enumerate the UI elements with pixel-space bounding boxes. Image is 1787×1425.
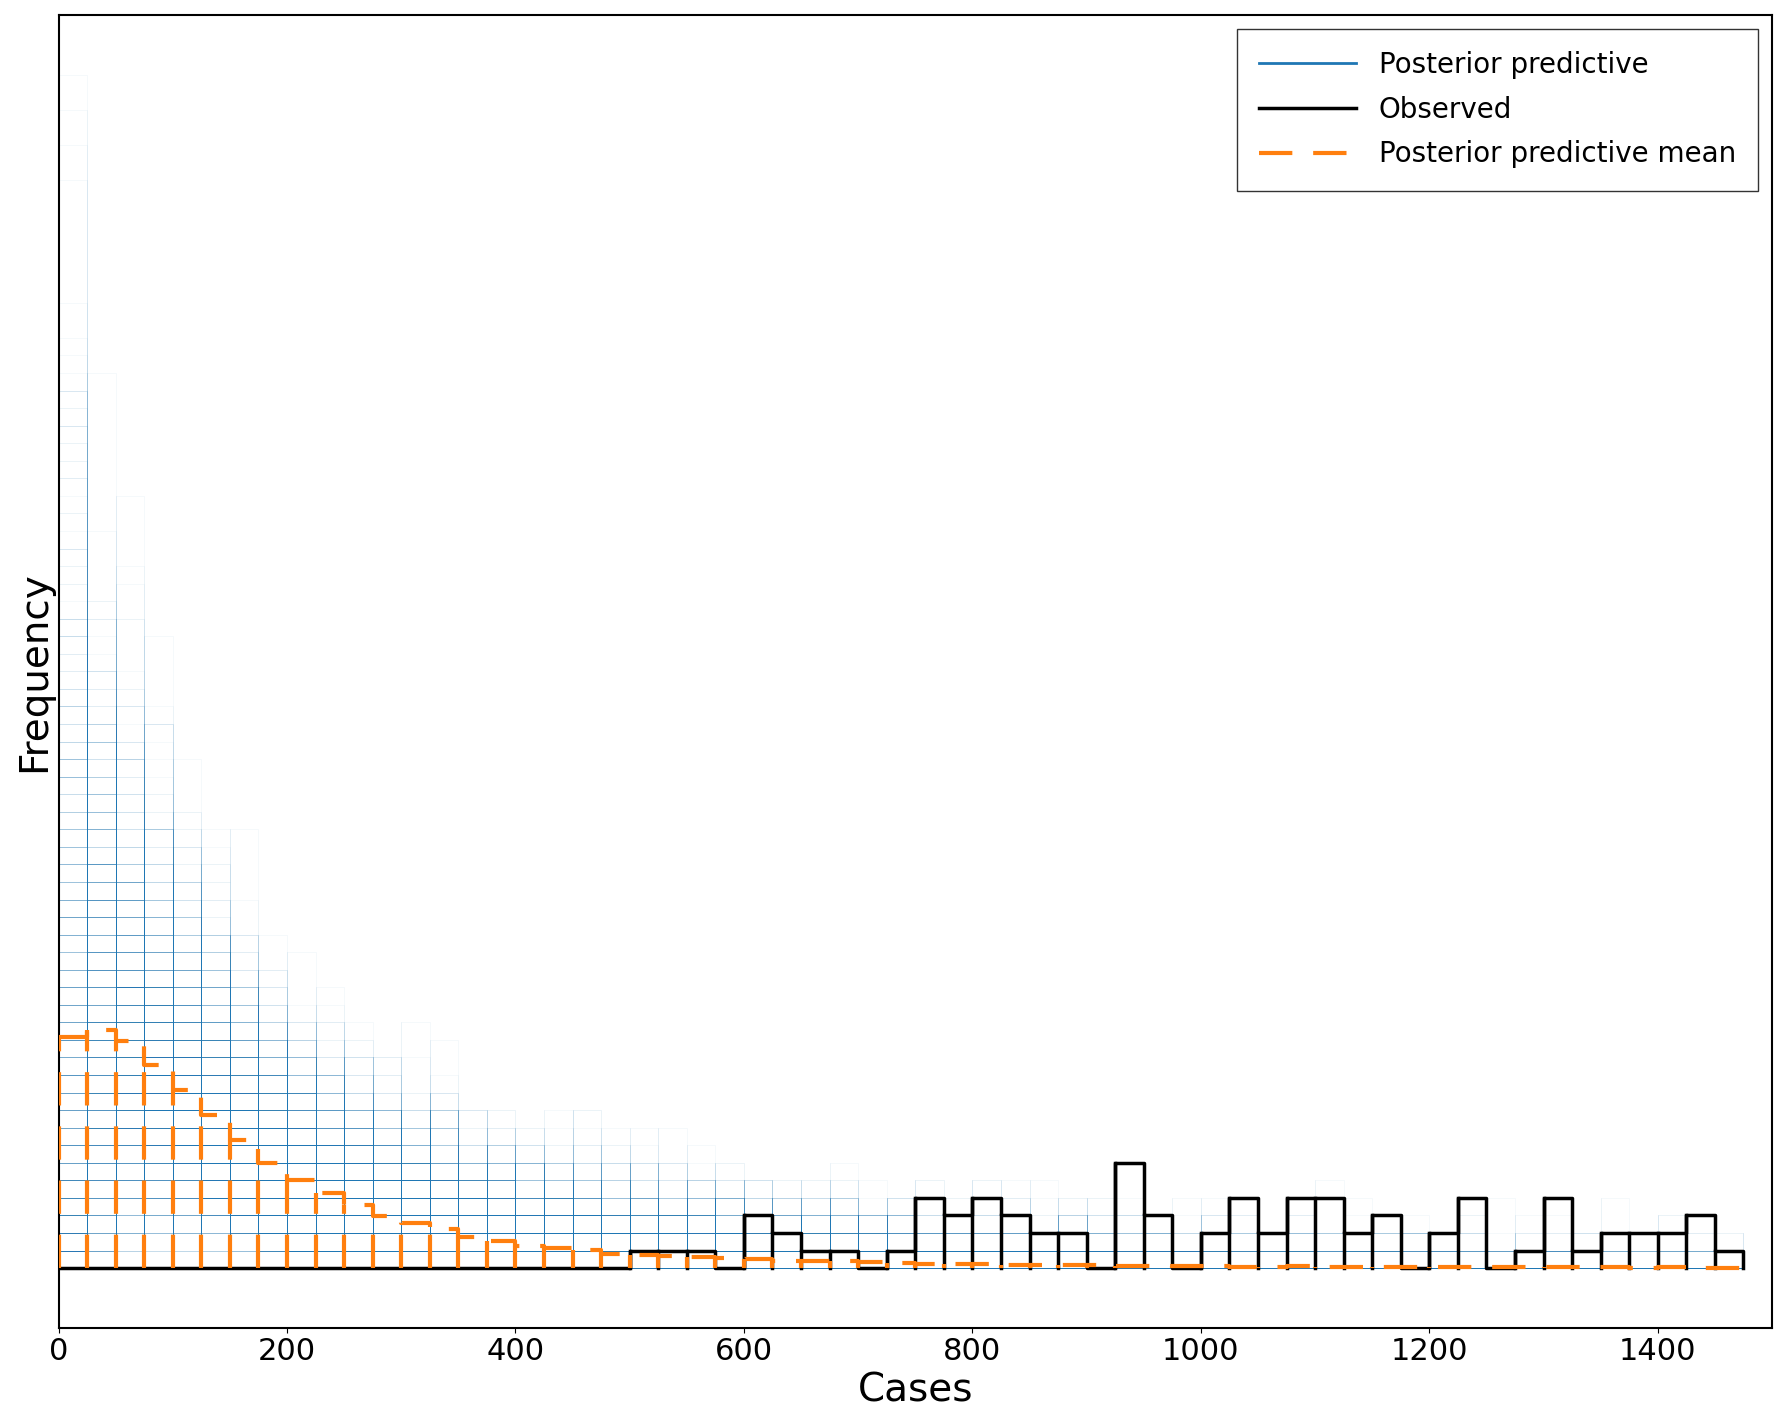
Y-axis label: Frequency: Frequency — [14, 571, 54, 772]
X-axis label: Cases: Cases — [858, 1372, 974, 1409]
Legend: Posterior predictive, Observed, Posterior predictive mean: Posterior predictive, Observed, Posterio… — [1237, 28, 1758, 191]
